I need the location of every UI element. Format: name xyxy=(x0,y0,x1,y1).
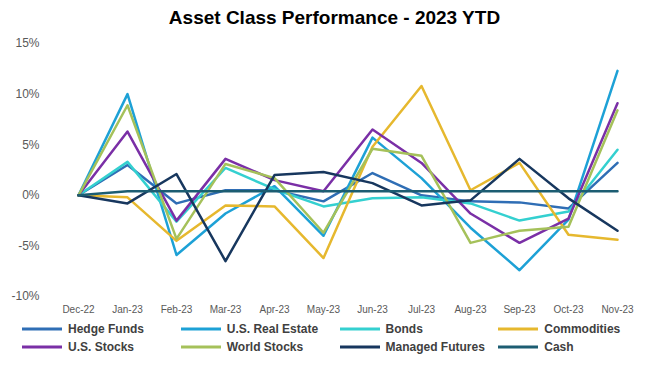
html-text:Hedge Funds: Hedge Funds xyxy=(68,322,144,336)
svg-text:Apr-23: Apr-23 xyxy=(259,304,289,315)
svg-text:Aug-23: Aug-23 xyxy=(454,304,487,315)
svg-text:-5%: -5% xyxy=(18,239,40,253)
html-text:Bonds: Bonds xyxy=(385,322,423,336)
html-text:U.S. Real Estate: U.S. Real Estate xyxy=(226,322,319,336)
svg-text:Nov-23: Nov-23 xyxy=(601,304,634,315)
svg-text:5%: 5% xyxy=(22,138,40,152)
svg-text:Jul-23: Jul-23 xyxy=(408,304,436,315)
svg-text:Sep-23: Sep-23 xyxy=(503,304,536,315)
svg-text:Jan-23: Jan-23 xyxy=(112,304,143,315)
svg-text:Jun-23: Jun-23 xyxy=(357,304,388,315)
svg-text:-10%: -10% xyxy=(11,289,39,303)
html-text:Managed Futures: Managed Futures xyxy=(385,340,485,354)
html-text:World Stocks: World Stocks xyxy=(226,340,304,354)
svg-text:10%: 10% xyxy=(15,87,39,101)
html-text:U.S. Stocks: U.S. Stocks xyxy=(68,340,134,354)
html-text:Commodities: Commodities xyxy=(544,322,621,336)
svg-text:15%: 15% xyxy=(15,36,39,50)
html-text:Cash: Cash xyxy=(544,340,574,354)
svg-text:Feb-23: Feb-23 xyxy=(161,304,193,315)
svg-text:May-23: May-23 xyxy=(307,304,341,315)
svg-text:0%: 0% xyxy=(22,188,40,202)
svg-text:Mar-23: Mar-23 xyxy=(210,304,242,315)
html-text:Asset Class Performance - 2023: Asset Class Performance - 2023 YTD xyxy=(168,7,501,28)
svg-text:Oct-23: Oct-23 xyxy=(553,304,583,315)
svg-text:Dec-22: Dec-22 xyxy=(62,304,95,315)
